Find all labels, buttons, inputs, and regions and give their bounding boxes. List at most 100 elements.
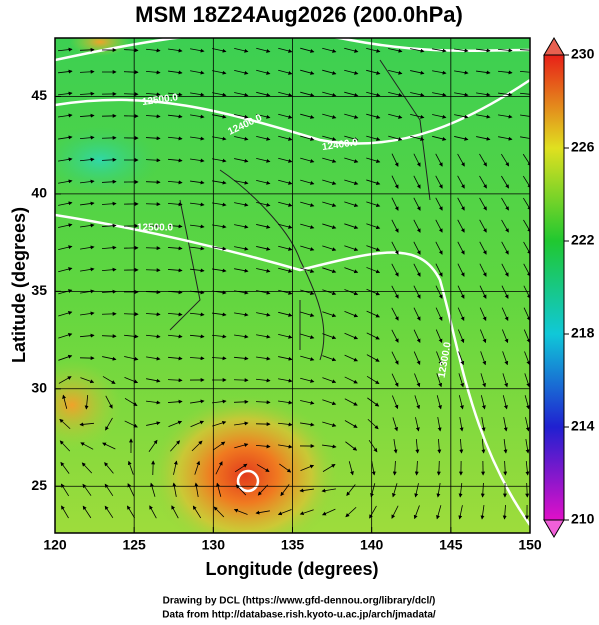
streamline-arrow <box>300 333 315 339</box>
streamline-arrow <box>145 48 161 53</box>
streamline-arrow <box>300 47 315 53</box>
streamline-arrow <box>58 157 73 162</box>
y-tick-label: 25 <box>31 477 47 493</box>
y-tick-label: 40 <box>31 185 47 201</box>
streamline-arrow <box>436 483 441 498</box>
streamline-arrow <box>348 461 354 476</box>
streamline-arrow <box>501 285 509 299</box>
streamline-arrow <box>344 311 359 318</box>
streamline-arrow <box>190 70 205 75</box>
streamline-arrow <box>58 223 73 228</box>
streamline-arrow <box>322 464 336 472</box>
streamline-arrow <box>256 91 271 97</box>
x-tick-label: 145 <box>439 537 463 553</box>
streamline-arrow <box>393 439 398 454</box>
streamline-arrow <box>367 418 379 430</box>
streamline-arrow <box>413 329 421 343</box>
streamline-arrow <box>476 136 491 141</box>
streamline-arrow <box>167 158 183 163</box>
streamline-arrow <box>102 356 117 361</box>
streamline-arrow <box>479 307 487 322</box>
streamline-arrow <box>124 377 139 384</box>
streamline-arrow <box>498 114 513 119</box>
colorbar <box>543 54 565 521</box>
streamline-arrow <box>300 464 315 471</box>
streamline-arrow <box>190 136 205 141</box>
streamline-arrow <box>101 245 117 250</box>
streamline-arrow <box>255 378 271 383</box>
streamline-arrow <box>124 356 139 361</box>
streamline-arrow <box>410 135 425 141</box>
streamline-arrow <box>256 268 271 273</box>
streamline-arrow <box>80 377 95 384</box>
streamline-arrow <box>458 505 463 520</box>
streamline-arrow <box>457 197 465 211</box>
streamline-arrow <box>80 201 95 206</box>
streamline-arrow <box>80 267 95 272</box>
streamline-arrow <box>344 398 358 406</box>
x-tick-label: 125 <box>122 537 146 553</box>
streamline-arrow <box>366 310 380 318</box>
streamline-arrow <box>391 285 399 299</box>
streamline-arrow <box>278 157 293 163</box>
streamline-arrow <box>366 157 381 163</box>
streamline-arrow <box>344 69 359 75</box>
streamline-arrow <box>213 506 225 518</box>
streamline-arrow <box>256 135 271 141</box>
streamline-arrow <box>212 224 227 229</box>
streamline-arrow <box>127 483 135 497</box>
streamline-arrow <box>413 351 421 366</box>
streamline-arrow <box>502 395 508 410</box>
streamline-arrow <box>300 377 315 383</box>
streamline-arrow <box>233 356 249 361</box>
streamline-arrow <box>459 417 464 432</box>
streamline-arrow <box>454 136 469 141</box>
streamline-arrow <box>79 135 95 140</box>
streamline-arrow <box>413 219 421 233</box>
streamline-arrow <box>167 224 183 229</box>
streamline-arrow <box>392 460 397 476</box>
streamline-arrow <box>345 441 358 451</box>
streamline-arrow <box>388 135 403 141</box>
streamline-arrow <box>167 246 183 251</box>
streamline-arrow <box>480 373 486 388</box>
streamline-arrow <box>234 47 249 53</box>
streamline-arrow <box>300 179 315 185</box>
contour-label: 12500.0 <box>137 223 174 234</box>
streamline-arrow <box>391 395 399 410</box>
contour-label: 12400.0 <box>321 137 359 153</box>
streamline-arrow <box>321 488 336 493</box>
coastline <box>169 59 431 361</box>
streamline-arrow <box>191 440 203 452</box>
streamline-arrow <box>413 153 421 167</box>
streamline-arrow <box>190 180 205 185</box>
streamline-arrow <box>105 417 113 431</box>
streamline-arrow <box>481 417 486 432</box>
streamline-arrow <box>497 48 513 53</box>
streamline-arrow <box>388 70 403 75</box>
streamline-arrow <box>168 114 183 119</box>
streamline-arrow <box>212 312 227 317</box>
streamline-arrow <box>437 438 442 454</box>
streamline-arrow <box>525 439 530 454</box>
streamline-arrow <box>189 312 205 317</box>
streamline-arrow <box>366 201 381 208</box>
streamline-arrow <box>212 136 227 141</box>
streamline-arrow <box>146 378 161 383</box>
streamline-arrow <box>278 47 293 53</box>
x-axis-label: Longitude (degrees) <box>205 559 378 579</box>
streamline-arrow <box>371 461 376 476</box>
streamline-arrow <box>344 91 359 97</box>
streamline-arrow <box>392 417 399 432</box>
streamline-arrow <box>278 356 293 361</box>
streamline-arrow <box>437 417 442 432</box>
streamline-arrow <box>458 482 463 498</box>
streamline-arrow <box>58 289 73 295</box>
streamline-arrow <box>435 175 443 189</box>
streamline-arrow <box>391 263 399 277</box>
streamline-arrow <box>479 175 487 189</box>
streamline-arrow <box>82 505 92 519</box>
streamline-arrow <box>367 397 380 407</box>
streamline-arrow <box>80 179 95 184</box>
streamline-arrow <box>278 378 293 383</box>
